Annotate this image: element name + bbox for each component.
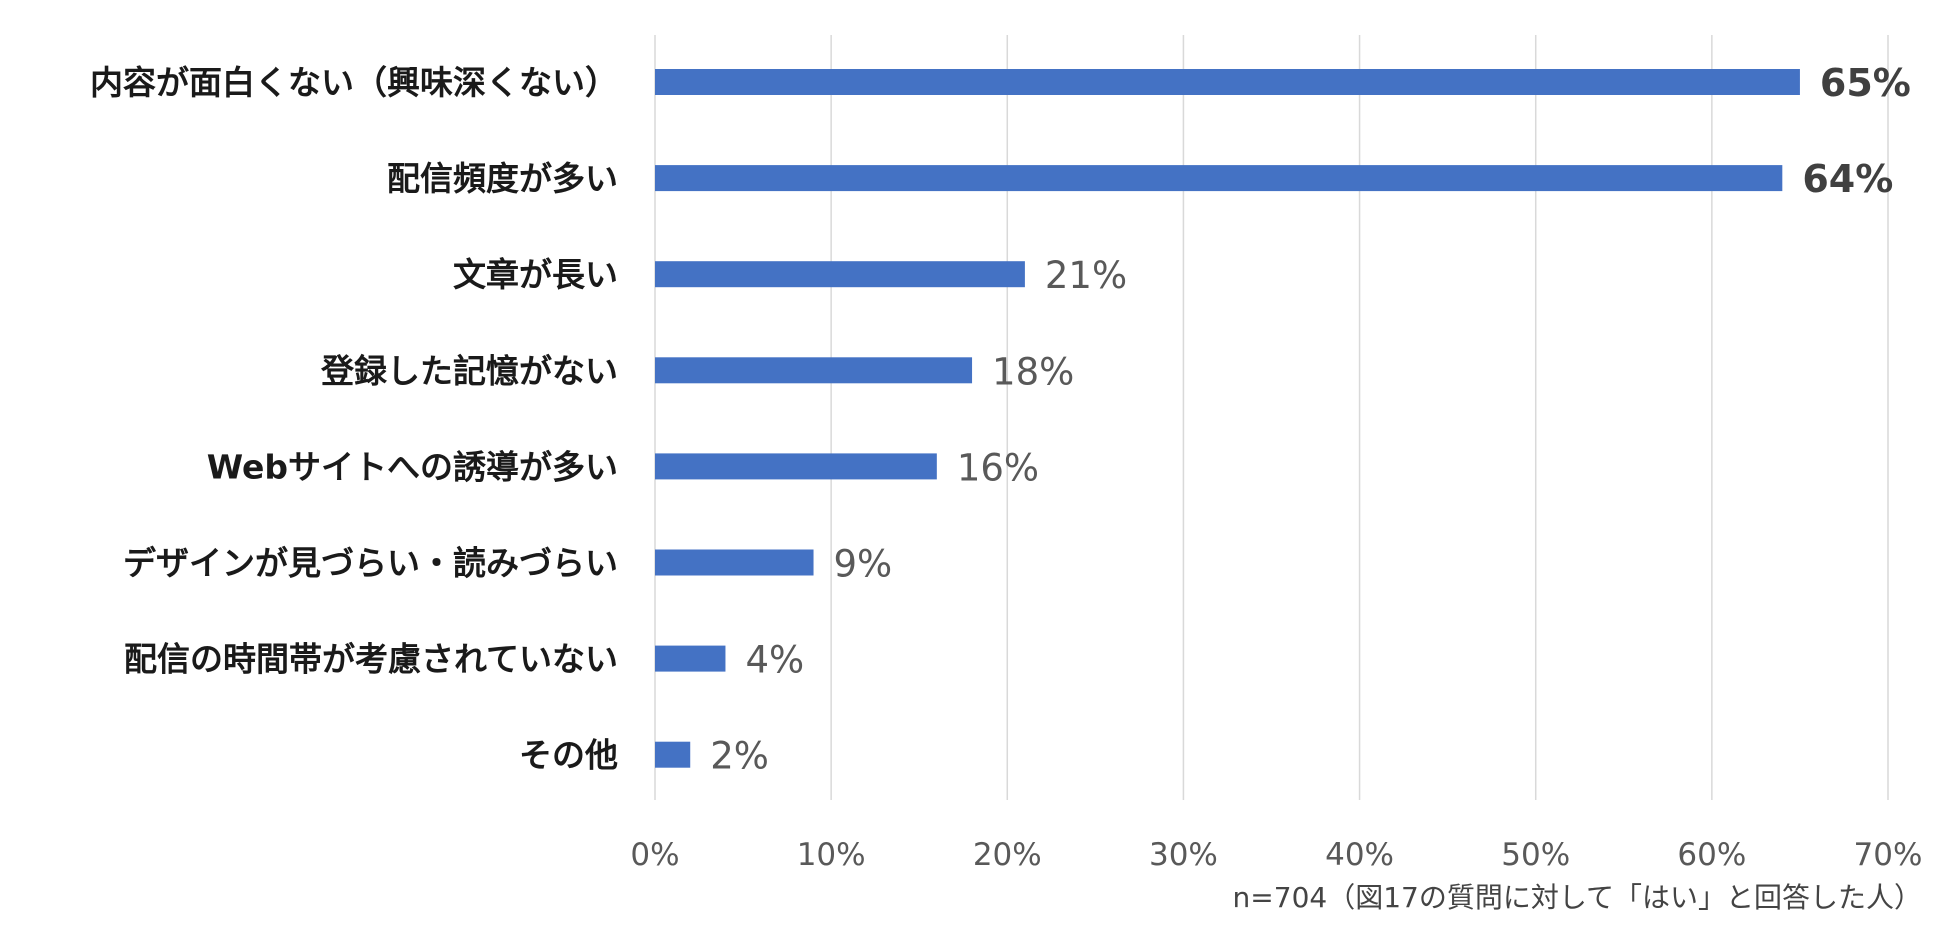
x-tick-label: 50% bbox=[1501, 837, 1570, 873]
x-tick-label: 0% bbox=[630, 837, 679, 873]
bar bbox=[655, 453, 937, 480]
x-tick-label: 30% bbox=[1149, 837, 1218, 873]
bar bbox=[655, 357, 973, 384]
bar bbox=[655, 165, 1783, 192]
bar bbox=[655, 261, 1025, 288]
value-label: 2% bbox=[710, 735, 769, 778]
x-tick-label: 60% bbox=[1677, 837, 1746, 873]
sample-size-note: n=704（図17の質問に対して「はい」と回答した人） bbox=[1232, 881, 1922, 914]
category-label: Webサイトへの誘導が多い bbox=[207, 447, 618, 486]
x-tick-label: 10% bbox=[797, 837, 866, 873]
value-label: 21% bbox=[1045, 254, 1127, 297]
value-label: 18% bbox=[992, 350, 1074, 393]
category-label: 登録した記憶がない bbox=[320, 351, 618, 390]
bar bbox=[655, 69, 1800, 95]
x-tick-label: 20% bbox=[973, 837, 1042, 873]
value-label: 4% bbox=[745, 639, 804, 682]
gridlines bbox=[654, 35, 1889, 800]
value-label: 9% bbox=[834, 543, 893, 586]
x-tick-label: 70% bbox=[1854, 837, 1923, 873]
x-tick-label: 40% bbox=[1325, 837, 1394, 873]
category-label: その他 bbox=[519, 736, 618, 775]
value-label: 16% bbox=[957, 446, 1039, 489]
category-label: デザインが見づらい・読みづらい bbox=[123, 544, 618, 583]
category-label: 配信の時間帯が考慮されていない bbox=[124, 640, 618, 679]
category-label: 文章が長い bbox=[453, 255, 618, 294]
x-axis-tick-labels: 0% 10% 20% 30% 40% 50% 60% 70% bbox=[630, 837, 1922, 873]
bar bbox=[655, 645, 726, 672]
bar bbox=[655, 741, 691, 768]
bars bbox=[655, 69, 1800, 768]
bar bbox=[655, 549, 814, 576]
category-label: 内容が面白くない（興味深くない） bbox=[90, 63, 618, 102]
category-label: 配信頻度が多い bbox=[387, 159, 618, 198]
value-labels: 65% 64% 21% 18% 16% 9% 4% 2% bbox=[710, 61, 1911, 778]
value-label: 64% bbox=[1802, 157, 1893, 201]
value-label: 65% bbox=[1820, 61, 1911, 105]
